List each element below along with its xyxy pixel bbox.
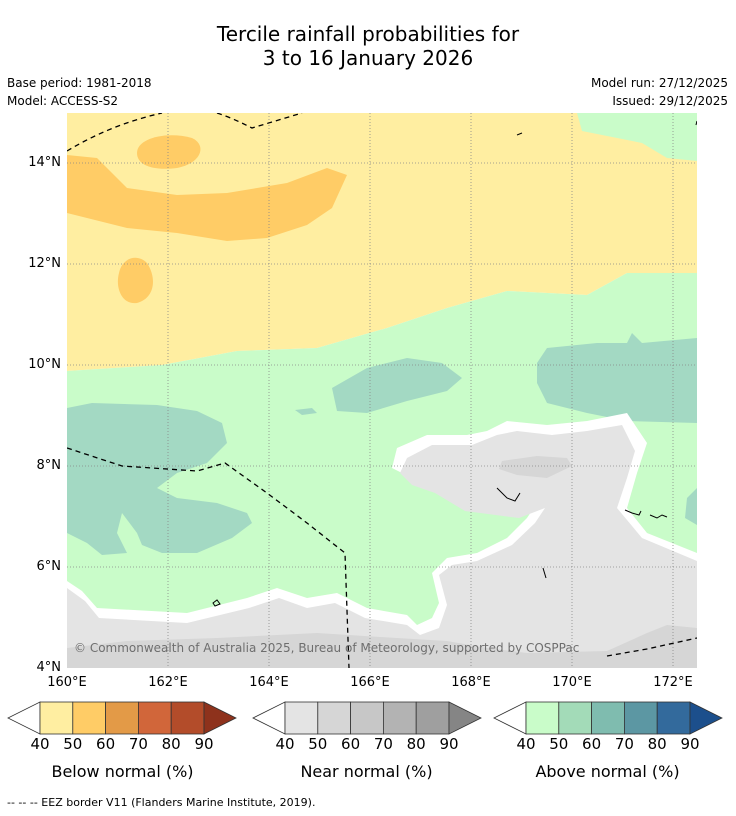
colorbar-below-low-arrow <box>7 701 41 735</box>
below-normal-50-band <box>67 155 347 241</box>
above-normal-50-east <box>537 333 697 423</box>
near-normal-50-spot <box>499 456 572 478</box>
map-canvas <box>67 113 697 668</box>
colorbar-near-tick: 60 <box>341 735 361 753</box>
colorbar-near-swatch <box>317 701 351 735</box>
model-run: Model run: 27/12/2025 <box>590 76 728 90</box>
colorbar-below-tick: 40 <box>30 735 50 753</box>
model-name: Model: ACCESS-S2 <box>7 94 119 108</box>
island-outlines <box>212 120 697 607</box>
colorbar-above-low-arrow <box>493 701 527 735</box>
lat-label-12n: 12°N <box>28 256 61 271</box>
map-title: Tercile rainfall probabilities for 3 to … <box>0 22 736 70</box>
meta-right: Model run: 27/12/2025 Issued: 29/12/2025 <box>591 74 728 110</box>
colorbar-above-swatch <box>558 701 592 735</box>
colorbar-near-swatch <box>350 701 384 735</box>
gridlines <box>67 113 697 668</box>
colorbar-near-tick: 90 <box>439 735 459 753</box>
colorbar-near-high-arrow <box>448 701 482 735</box>
above-normal-top-right <box>577 113 697 161</box>
colorbar-above-high-arrow <box>689 701 723 735</box>
colorbar-near-low-arrow <box>252 701 286 735</box>
eez-borders <box>67 113 697 668</box>
colorbar-above-tick: 60 <box>582 735 602 753</box>
colorbar-above-tick: 50 <box>549 735 569 753</box>
eez-footnote: -- -- -- EEZ border V11 (Flanders Marine… <box>7 796 316 809</box>
colorbar-below-swatch <box>39 701 74 735</box>
colorbars <box>0 698 736 738</box>
above-normal-50-edge <box>685 488 697 525</box>
title-line-1: Tercile rainfall probabilities for <box>216 22 520 46</box>
lon-label-160e: 160°E <box>47 675 87 690</box>
colorbar-near-tick: 80 <box>406 735 426 753</box>
colorbar-below-tick: 80 <box>161 735 181 753</box>
lon-label-166e: 166°E <box>350 675 390 690</box>
colorbar-near-swatch <box>284 701 319 735</box>
title-line-2: 3 to 16 January 2026 <box>262 46 474 70</box>
probability-map <box>67 113 697 668</box>
lon-label-164e: 164°E <box>249 675 289 690</box>
colorbar-above-swatch <box>591 701 625 735</box>
copyright-notice: © Commonwealth of Australia 2025, Bureau… <box>74 641 580 655</box>
colorbar-below-swatch <box>170 701 205 735</box>
lat-label-8n: 8°N <box>36 458 62 473</box>
meta-left: Base period: 1981-2018 Model: ACCESS-S2 <box>7 74 152 110</box>
lat-label-4n: 4°N <box>36 660 62 675</box>
colorbar-title-below: Below normal (%) <box>51 762 194 781</box>
colorbar-above-tick: 80 <box>647 735 667 753</box>
colorbar-near-tick: 70 <box>373 735 393 753</box>
base-period: Base period: 1981-2018 <box>7 76 152 90</box>
lon-label-172e: 172°E <box>653 675 693 690</box>
lon-label-170e: 170°E <box>552 675 592 690</box>
colorbar-above-tick: 70 <box>614 735 634 753</box>
above-normal-50-center <box>332 358 462 413</box>
colorbar-above-swatch <box>624 701 658 735</box>
colorbar-below-swatch <box>72 701 107 735</box>
near-normal-50-bottom <box>67 625 697 668</box>
colorbar-near-swatch <box>415 701 450 735</box>
colorbar-near-tick: 40 <box>275 735 295 753</box>
near-normal-region <box>67 425 697 668</box>
lat-label-10n: 10°N <box>28 357 61 372</box>
colorbar-below-tick: 90 <box>194 735 214 753</box>
colorbar-below-swatch <box>105 701 139 735</box>
colorbar-title-near: Near normal (%) <box>300 762 433 781</box>
lat-label-6n: 6°N <box>36 559 62 574</box>
colorbar-near-swatch <box>382 701 417 735</box>
colorbar-title-above: Above normal (%) <box>535 762 680 781</box>
lon-label-168e: 168°E <box>451 675 491 690</box>
colorbar-below-high-arrow <box>203 701 237 735</box>
colorbar-below-tick: 70 <box>128 735 148 753</box>
colorbar-below-tick: 50 <box>63 735 83 753</box>
colorbar-below-tick: 60 <box>96 735 116 753</box>
below-normal-region <box>67 113 697 371</box>
colorbar-canvas <box>7 701 723 735</box>
colorbar-near-tick: 50 <box>308 735 328 753</box>
colorbar-above-tick: 90 <box>680 735 700 753</box>
colorbar-above-swatch <box>525 701 560 735</box>
below-normal-50-spot-a <box>137 135 201 169</box>
colorbar-below-swatch <box>137 701 172 735</box>
above-normal-50-small <box>295 408 317 415</box>
above-normal-50-west <box>67 403 252 555</box>
below-normal-50-spot-b <box>117 257 153 304</box>
issued-date: Issued: 29/12/2025 <box>612 94 728 108</box>
colorbar-above-tick: 40 <box>516 735 536 753</box>
lon-label-162e: 162°E <box>148 675 188 690</box>
lat-label-14n: 14°N <box>28 155 61 170</box>
colorbar-above-swatch <box>656 701 691 735</box>
